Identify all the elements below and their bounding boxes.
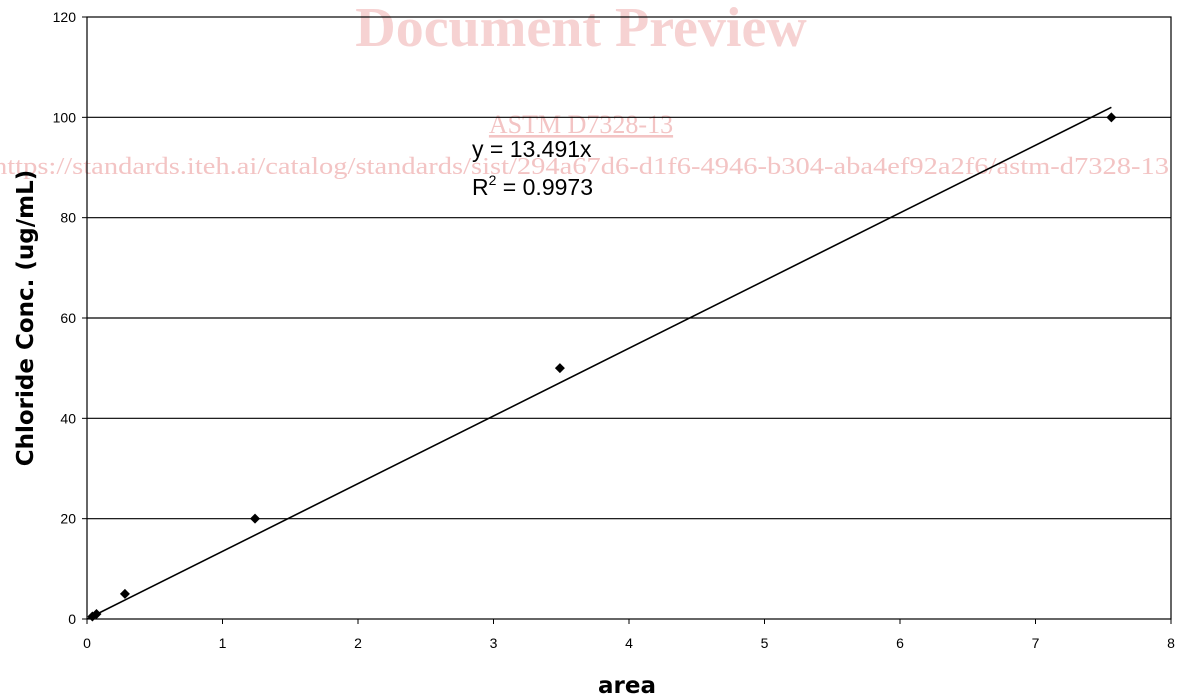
y-tick-label: 0 [68,611,76,627]
x-tick-label: 4 [625,635,633,651]
x-tick-label: 7 [1032,635,1040,651]
r2-value: = 0.9973 [496,174,593,200]
trendline [86,106,1112,620]
r2-prefix: R [472,174,489,200]
y-axis: 0 20 40 60 80 100 120 [53,9,87,627]
y-tick-label: 20 [60,511,76,527]
y-axis-title: Chloride Conc. (ug/mL) [13,170,39,467]
watermark-title: Document Preview [355,0,807,59]
trendline-equation: y = 13.491x [472,136,592,162]
y-tick-label: 80 [60,210,76,226]
y-tick-label: 120 [53,9,77,25]
data-point [119,588,130,599]
data-point [1106,112,1117,123]
watermark-standard: ASTM D7328-13 [489,110,673,139]
y-tick-label: 100 [53,109,77,125]
data-point [554,363,565,374]
trendline-r-squared: R2 = 0.9973 [472,172,593,200]
x-tick-label: 5 [761,635,769,651]
x-tick-label: 2 [354,635,362,651]
data-point [91,608,102,619]
x-tick-label: 1 [219,635,227,651]
x-tick-label: 8 [1167,635,1175,651]
y-tick-label: 40 [60,410,76,426]
x-axis-title: area [598,673,656,699]
grid-lines [87,116,1171,520]
trendline-line [86,106,1112,620]
x-tick-label: 0 [83,635,91,651]
r2-superscript: 2 [489,172,497,188]
data-point [250,513,261,524]
data-points [87,112,1117,622]
x-tick-label: 6 [896,635,904,651]
y-tick-label: 60 [60,310,76,326]
x-tick-label: 3 [490,635,498,651]
x-axis: 0 1 2 3 4 5 6 7 8 [83,619,1175,651]
